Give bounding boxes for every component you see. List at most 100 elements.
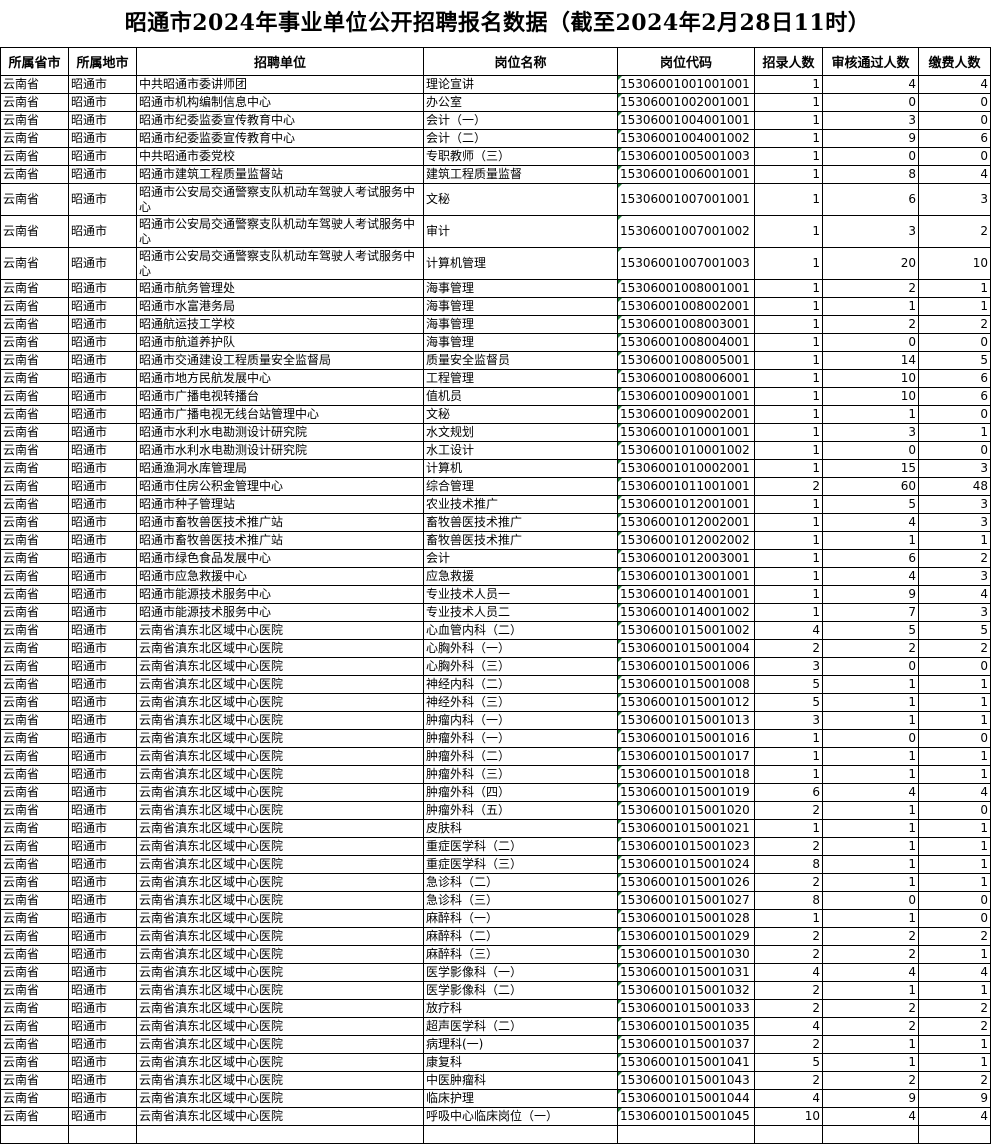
paid-cell[interactable]: 1 [918, 1035, 991, 1054]
approved-cell[interactable]: 2 [822, 999, 919, 1018]
city-cell[interactable]: 昭通市 [68, 405, 137, 424]
employer-cell[interactable]: 云南省滇东北区域中心医院 [136, 675, 424, 694]
position-cell[interactable]: 畜牧兽医技术推广 [423, 531, 618, 550]
quota-cell[interactable]: 1 [754, 147, 823, 166]
city-cell[interactable]: 昭通市 [68, 675, 137, 694]
quota-cell[interactable]: 1 [754, 297, 823, 316]
position-cell[interactable]: 神经内科（二） [423, 675, 618, 694]
quota-cell[interactable]: 2 [754, 945, 823, 964]
position-code-cell[interactable]: 15306001008006001 [617, 369, 755, 388]
approved-cell[interactable]: 2 [822, 927, 919, 946]
position-cell[interactable]: 水工设计 [423, 441, 618, 460]
employer-cell[interactable]: 昭通市广播电视无线台站管理中心 [136, 405, 424, 424]
quota-cell[interactable]: 1 [754, 819, 823, 838]
position-code-cell[interactable]: 15306001015001045 [617, 1107, 755, 1126]
quota-cell[interactable]: 1 [754, 495, 823, 514]
employer-cell[interactable]: 昭通市住房公积金管理中心 [136, 477, 424, 496]
position-cell[interactable]: 肿瘤外科（四） [423, 783, 618, 802]
position-cell[interactable]: 医学影像科（二） [423, 981, 618, 1000]
empty-cell[interactable] [68, 1125, 137, 1144]
city-cell[interactable]: 昭通市 [68, 477, 137, 496]
city-cell[interactable]: 昭通市 [68, 513, 137, 532]
employer-cell[interactable]: 昭通市公安局交通警察支队机动车驾驶人考试服务中心 [136, 183, 424, 216]
province-cell[interactable]: 云南省 [0, 1071, 69, 1090]
employer-cell[interactable]: 昭通市绿色食品发展中心 [136, 549, 424, 568]
position-code-cell[interactable]: 15306001015001013 [617, 711, 755, 730]
employer-cell[interactable]: 昭通市地方民航发展中心 [136, 369, 424, 388]
position-code-cell[interactable]: 15306001012002001 [617, 513, 755, 532]
position-cell[interactable]: 神经外科（三） [423, 693, 618, 712]
employer-cell[interactable]: 昭通市水利水电勘测设计研究院 [136, 423, 424, 442]
city-cell[interactable]: 昭通市 [68, 855, 137, 874]
quota-cell[interactable]: 1 [754, 247, 823, 280]
approved-cell[interactable]: 1 [822, 819, 919, 838]
paid-cell[interactable]: 1 [918, 531, 991, 550]
position-cell[interactable]: 放疗科 [423, 999, 618, 1018]
quota-cell[interactable]: 5 [754, 1053, 823, 1072]
paid-cell[interactable]: 4 [918, 585, 991, 604]
city-cell[interactable]: 昭通市 [68, 639, 137, 658]
city-cell[interactable]: 昭通市 [68, 387, 137, 406]
empty-cell[interactable] [136, 1125, 424, 1144]
paid-cell[interactable]: 1 [918, 423, 991, 442]
paid-cell[interactable]: 1 [918, 747, 991, 766]
position-cell[interactable]: 肿瘤外科（一） [423, 729, 618, 748]
position-cell[interactable]: 计算机管理 [423, 247, 618, 280]
approved-cell[interactable]: 1 [822, 693, 919, 712]
quota-cell[interactable]: 8 [754, 855, 823, 874]
position-cell[interactable]: 海事管理 [423, 315, 618, 334]
position-cell[interactable]: 应急救援 [423, 567, 618, 586]
position-cell[interactable]: 专业技术人员二 [423, 603, 618, 622]
employer-cell[interactable]: 云南省滇东北区域中心医院 [136, 729, 424, 748]
quota-cell[interactable]: 1 [754, 279, 823, 298]
province-cell[interactable]: 云南省 [0, 387, 69, 406]
city-cell[interactable]: 昭通市 [68, 621, 137, 640]
quota-cell[interactable]: 1 [754, 765, 823, 784]
approved-cell[interactable]: 2 [822, 315, 919, 334]
quota-cell[interactable]: 2 [754, 999, 823, 1018]
position-code-cell[interactable]: 15306001015001020 [617, 801, 755, 820]
province-cell[interactable]: 云南省 [0, 891, 69, 910]
position-code-cell[interactable]: 15306001015001035 [617, 1017, 755, 1036]
paid-cell[interactable]: 2 [918, 1017, 991, 1036]
city-cell[interactable]: 昭通市 [68, 247, 137, 280]
employer-cell[interactable]: 昭通市机构编制信息中心 [136, 93, 424, 112]
employer-cell[interactable]: 云南省滇东北区域中心医院 [136, 783, 424, 802]
province-cell[interactable]: 云南省 [0, 693, 69, 712]
province-cell[interactable]: 云南省 [0, 351, 69, 370]
quota-cell[interactable]: 1 [754, 333, 823, 352]
position-code-cell[interactable]: 15306001015001002 [617, 621, 755, 640]
approved-cell[interactable]: 1 [822, 981, 919, 1000]
approved-cell[interactable]: 2 [822, 639, 919, 658]
city-cell[interactable]: 昭通市 [68, 585, 137, 604]
city-cell[interactable]: 昭通市 [68, 891, 137, 910]
position-cell[interactable]: 会计 [423, 549, 618, 568]
quota-cell[interactable]: 2 [754, 837, 823, 856]
employer-cell[interactable]: 云南省滇东北区域中心医院 [136, 963, 424, 982]
paid-cell[interactable]: 1 [918, 693, 991, 712]
paid-cell[interactable]: 0 [918, 891, 991, 910]
position-code-cell[interactable]: 15306001015001031 [617, 963, 755, 982]
position-code-cell[interactable]: 15306001014001002 [617, 603, 755, 622]
paid-cell[interactable]: 6 [918, 387, 991, 406]
city-cell[interactable]: 昭通市 [68, 1017, 137, 1036]
employer-cell[interactable]: 昭通航运技工学校 [136, 315, 424, 334]
position-cell[interactable]: 综合管理 [423, 477, 618, 496]
quota-cell[interactable]: 1 [754, 585, 823, 604]
province-cell[interactable]: 云南省 [0, 675, 69, 694]
province-cell[interactable]: 云南省 [0, 1017, 69, 1036]
city-cell[interactable]: 昭通市 [68, 873, 137, 892]
position-code-cell[interactable]: 15306001010001001 [617, 423, 755, 442]
province-cell[interactable]: 云南省 [0, 247, 69, 280]
position-cell[interactable]: 心胸外科（一） [423, 639, 618, 658]
province-cell[interactable]: 云南省 [0, 621, 69, 640]
approved-cell[interactable]: 1 [822, 1035, 919, 1054]
province-cell[interactable]: 云南省 [0, 783, 69, 802]
paid-cell[interactable]: 3 [918, 567, 991, 586]
approved-cell[interactable]: 4 [822, 1107, 919, 1126]
position-cell[interactable]: 会计（二） [423, 129, 618, 148]
quota-cell[interactable]: 1 [754, 567, 823, 586]
city-cell[interactable]: 昭通市 [68, 945, 137, 964]
approved-cell[interactable]: 0 [822, 657, 919, 676]
quota-cell[interactable]: 1 [754, 423, 823, 442]
